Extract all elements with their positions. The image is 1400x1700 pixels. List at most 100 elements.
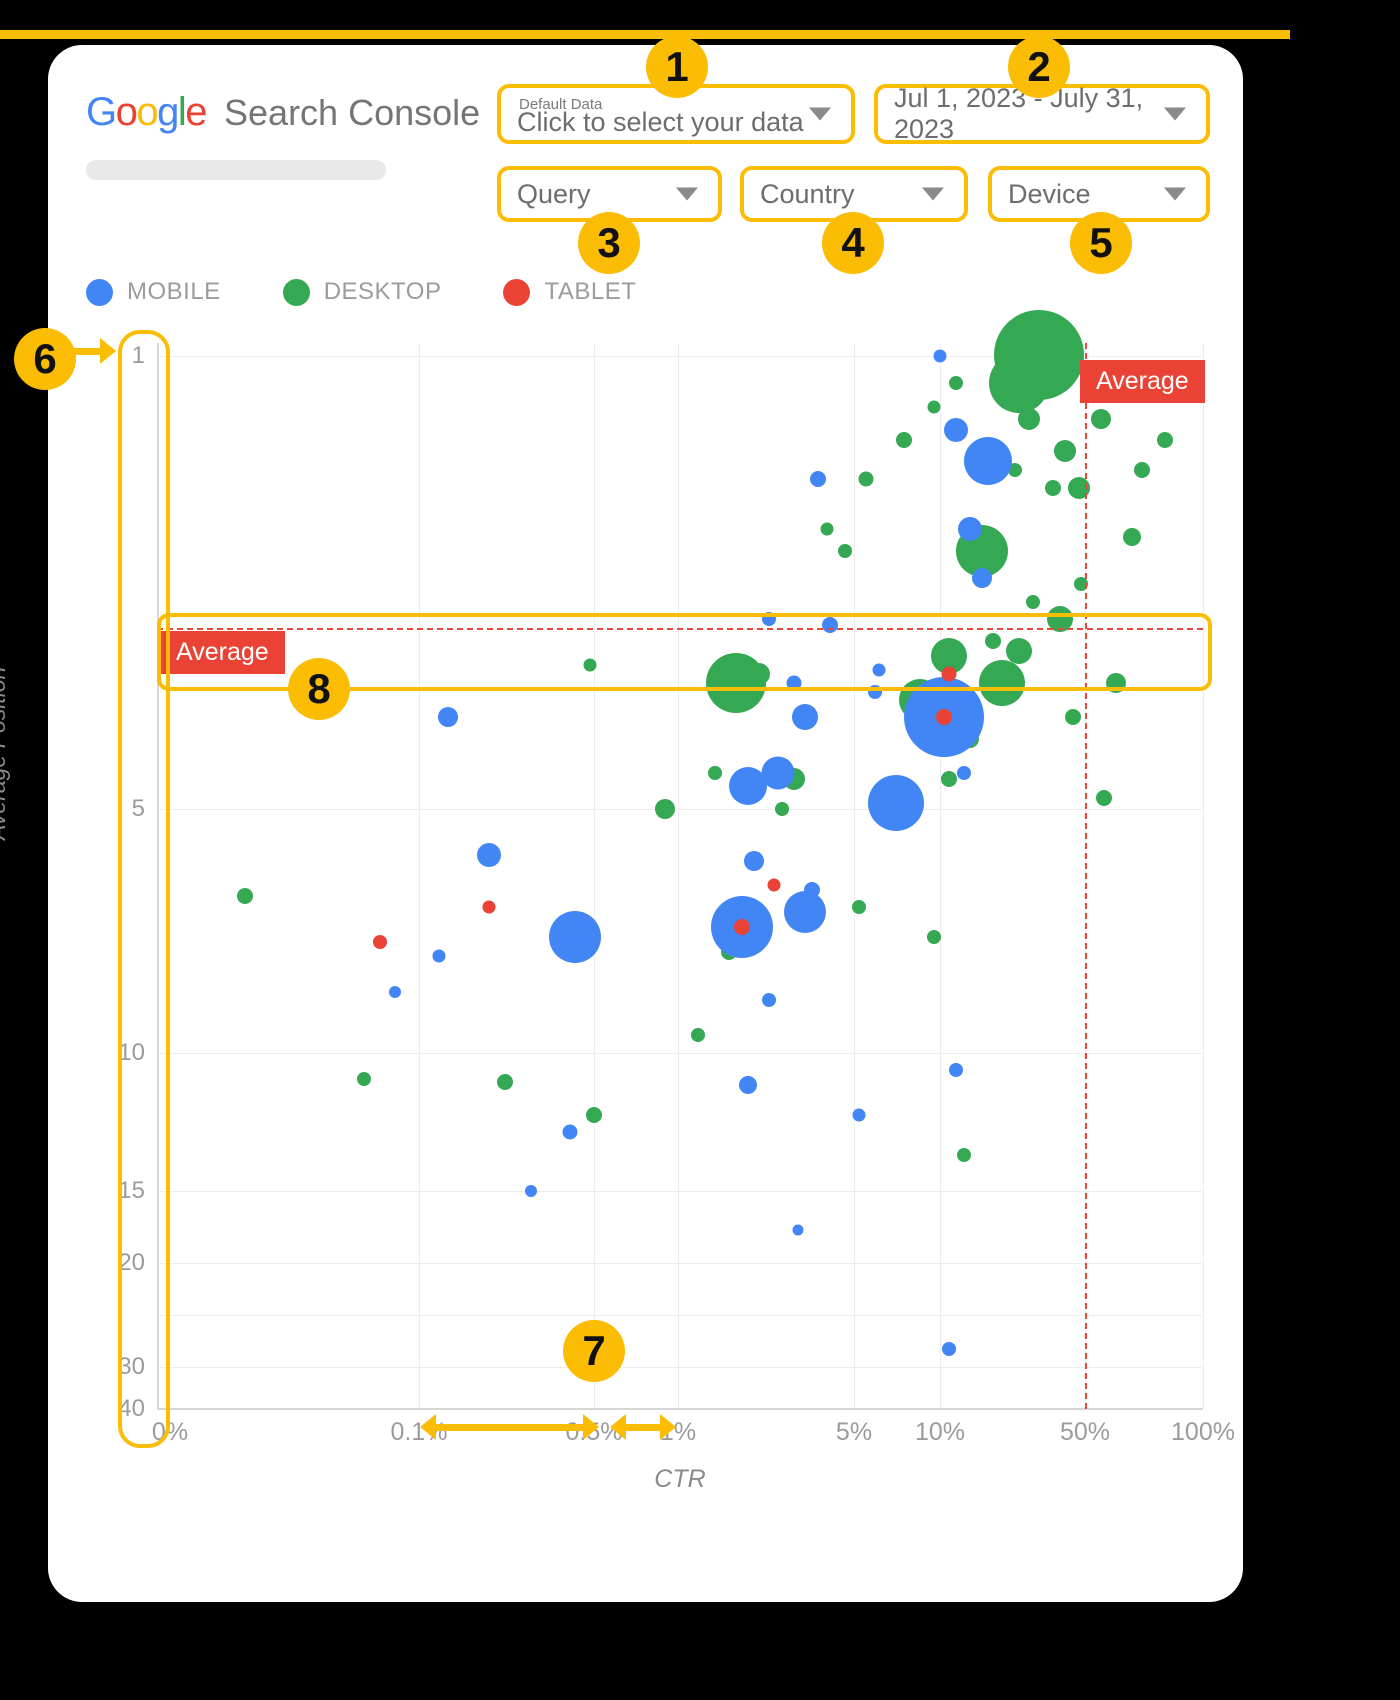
data-point-desktop[interactable]: [496, 1074, 513, 1091]
gridline-vertical: [1203, 343, 1204, 1408]
data-point-mobile[interactable]: [852, 1108, 866, 1122]
chevron-down-icon: [1164, 107, 1186, 121]
legend-label: TABLET: [544, 278, 637, 305]
data-point-desktop[interactable]: [1018, 407, 1041, 430]
data-point-desktop[interactable]: [1096, 789, 1113, 806]
data-point-mobile[interactable]: [867, 775, 924, 832]
gridline-horizontal: [157, 1263, 1202, 1264]
data-point-tablet[interactable]: [767, 878, 781, 892]
data-point-mobile[interactable]: [792, 1224, 804, 1236]
data-point-desktop[interactable]: [356, 1072, 371, 1087]
top-accent-bar: [0, 30, 1290, 39]
gridline-horizontal: [157, 1367, 1202, 1368]
y-axis-tick-label: 15: [118, 1177, 145, 1204]
data-point-desktop[interactable]: [1068, 477, 1091, 500]
date-range-dropdown[interactable]: Jul 1, 2023 - July 31, 2023: [874, 83, 1210, 144]
query-value: Query: [517, 178, 591, 209]
data-point-mobile[interactable]: [792, 703, 819, 730]
data-point-desktop[interactable]: [655, 799, 676, 819]
data-point-mobile[interactable]: [729, 766, 768, 805]
data-point-mobile[interactable]: [739, 1076, 758, 1095]
callout-2: 2: [1008, 36, 1070, 98]
data-point-desktop[interactable]: [1065, 708, 1082, 725]
data-point-desktop[interactable]: [837, 544, 852, 559]
chevron-down-icon: [809, 107, 831, 121]
data-point-mobile[interactable]: [803, 882, 820, 899]
data-point-desktop[interactable]: [236, 887, 253, 904]
legend-item-mobile[interactable]: MOBILE: [86, 278, 221, 306]
data-point-mobile[interactable]: [432, 949, 446, 963]
data-point-mobile[interactable]: [388, 985, 401, 998]
data-point-desktop[interactable]: [940, 771, 957, 788]
data-point-desktop[interactable]: [748, 663, 771, 686]
data-point-desktop[interactable]: [690, 1027, 705, 1042]
data-point-tablet[interactable]: [373, 935, 388, 950]
average-ctr-badge: Average: [1080, 360, 1205, 403]
data-point-desktop[interactable]: [926, 930, 941, 945]
data-point-desktop[interactable]: [1091, 408, 1112, 429]
data-point-desktop[interactable]: [979, 660, 1026, 707]
data-point-mobile[interactable]: [972, 567, 993, 588]
data-point-mobile[interactable]: [762, 992, 777, 1007]
data-point-desktop[interactable]: [1044, 480, 1061, 497]
data-point-desktop[interactable]: [1008, 463, 1023, 478]
data-point-desktop[interactable]: [583, 658, 597, 672]
data-point-mobile[interactable]: [810, 471, 827, 488]
chevron-down-icon: [922, 187, 944, 201]
data-point-desktop[interactable]: [1074, 577, 1089, 592]
data-point-mobile[interactable]: [944, 417, 969, 442]
data-point-desktop[interactable]: [1065, 361, 1082, 378]
data-point-tablet[interactable]: [941, 666, 957, 682]
data-point-desktop[interactable]: [984, 632, 1001, 649]
callout-1: 1: [646, 36, 708, 98]
data-point-mobile[interactable]: [784, 891, 827, 934]
callout-7: 7: [563, 1320, 625, 1382]
data-point-mobile[interactable]: [963, 436, 1012, 485]
data-point-desktop[interactable]: [1157, 432, 1173, 449]
legend-item-tablet[interactable]: TABLET: [503, 278, 636, 306]
gridline-vertical: [940, 343, 941, 1408]
callout-arrow-head-6: [100, 338, 116, 364]
data-point-mobile[interactable]: [958, 517, 983, 542]
data-point-mobile[interactable]: [562, 1124, 578, 1140]
query-dropdown[interactable]: Query: [497, 166, 722, 222]
data-point-tablet[interactable]: [482, 900, 496, 914]
data-point-desktop[interactable]: [851, 899, 866, 914]
data-point-desktop[interactable]: [1025, 595, 1040, 610]
data-point-mobile[interactable]: [941, 1342, 956, 1357]
y-axis-tick-label: 30: [118, 1353, 145, 1380]
data-point-desktop[interactable]: [1123, 527, 1142, 546]
data-point-desktop[interactable]: [956, 1148, 971, 1163]
gridline-horizontal: [157, 1315, 1202, 1316]
data-point-mobile[interactable]: [872, 663, 886, 677]
data-point-tablet[interactable]: [936, 708, 953, 725]
data-point-mobile[interactable]: [949, 1062, 964, 1077]
data-point-desktop[interactable]: [993, 310, 1084, 401]
gridline-horizontal: [157, 1191, 1202, 1192]
data-point-desktop[interactable]: [1053, 439, 1076, 462]
gridline-horizontal: [157, 1053, 1202, 1054]
gridline-vertical: [854, 343, 855, 1408]
data-point-desktop[interactable]: [586, 1107, 602, 1124]
data-point-desktop[interactable]: [927, 400, 941, 414]
data-point-mobile[interactable]: [761, 756, 795, 790]
data-point-mobile[interactable]: [437, 706, 458, 727]
data-point-mobile[interactable]: [933, 349, 947, 363]
data-point-desktop[interactable]: [949, 375, 964, 390]
data-point-desktop[interactable]: [820, 522, 834, 536]
data-point-desktop[interactable]: [775, 802, 790, 816]
data-point-desktop[interactable]: [1134, 462, 1151, 479]
callout-3: 3: [578, 212, 640, 274]
data-point-desktop[interactable]: [707, 766, 722, 781]
data-point-desktop[interactable]: [1005, 637, 1032, 664]
page-title: Search Console: [224, 91, 481, 133]
legend-item-desktop[interactable]: DESKTOP: [282, 278, 442, 306]
data-point-mobile[interactable]: [549, 911, 602, 964]
data-point-mobile[interactable]: [476, 843, 501, 868]
data-point-desktop[interactable]: [896, 432, 913, 449]
data-point-mobile[interactable]: [524, 1185, 537, 1197]
data-point-desktop[interactable]: [858, 471, 874, 487]
data-point-mobile[interactable]: [956, 766, 971, 781]
data-point-mobile[interactable]: [743, 851, 764, 872]
data-point-tablet[interactable]: [734, 919, 751, 936]
